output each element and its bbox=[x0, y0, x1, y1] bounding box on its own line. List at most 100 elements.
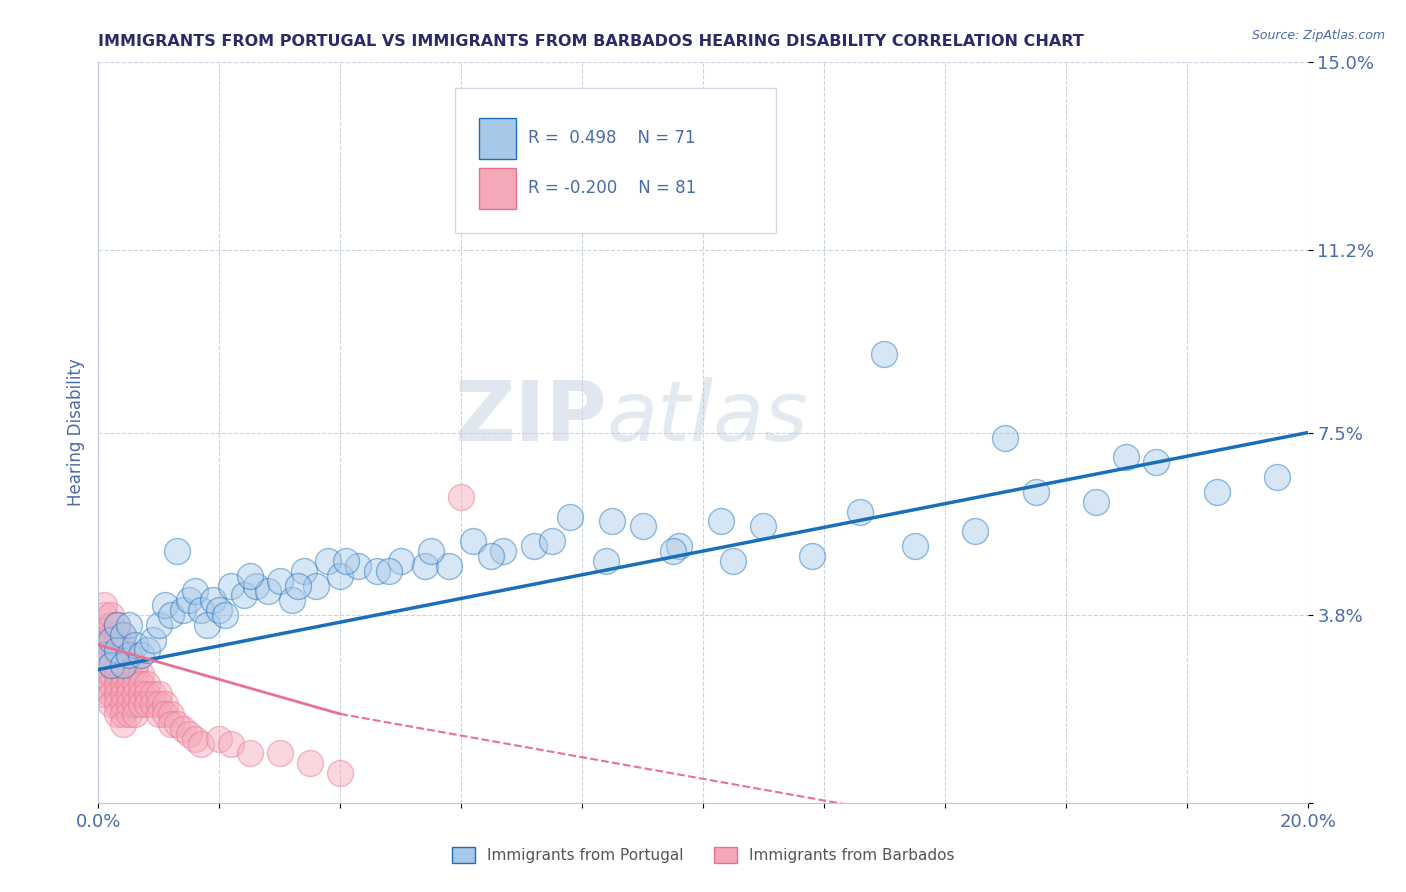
Point bbox=[100, 608, 122, 623]
Point bbox=[105, 618, 128, 632]
Point bbox=[148, 687, 170, 701]
Point bbox=[100, 667, 122, 681]
Point bbox=[1144, 455, 1167, 469]
Point bbox=[142, 687, 165, 701]
Point bbox=[105, 642, 128, 657]
Point bbox=[190, 603, 212, 617]
Point bbox=[256, 583, 278, 598]
Point bbox=[105, 697, 128, 711]
Point bbox=[93, 677, 115, 691]
Point bbox=[135, 687, 157, 701]
Point bbox=[1085, 494, 1108, 508]
Point bbox=[463, 534, 485, 549]
Point bbox=[111, 716, 134, 731]
Point bbox=[148, 697, 170, 711]
Point bbox=[172, 603, 194, 617]
Point bbox=[124, 657, 146, 672]
Point bbox=[710, 515, 733, 529]
Point bbox=[93, 648, 115, 662]
Point bbox=[100, 632, 122, 647]
Point bbox=[93, 599, 115, 613]
Point bbox=[281, 593, 304, 607]
Point bbox=[142, 632, 165, 647]
Point bbox=[994, 431, 1017, 445]
Point bbox=[214, 608, 236, 623]
Point bbox=[105, 667, 128, 681]
Point bbox=[195, 618, 218, 632]
Point bbox=[179, 593, 201, 607]
Point bbox=[105, 657, 128, 672]
Text: Source: ZipAtlas.com: Source: ZipAtlas.com bbox=[1251, 29, 1385, 42]
Point bbox=[849, 505, 872, 519]
Point bbox=[1206, 484, 1229, 499]
Point bbox=[100, 677, 122, 691]
Point bbox=[118, 648, 141, 662]
Point bbox=[305, 579, 328, 593]
Point bbox=[124, 638, 146, 652]
Point bbox=[129, 697, 152, 711]
Point bbox=[93, 687, 115, 701]
Point bbox=[437, 558, 460, 573]
Point bbox=[100, 657, 122, 672]
Point bbox=[93, 623, 115, 637]
Point bbox=[93, 657, 115, 672]
Point bbox=[93, 667, 115, 681]
Point bbox=[335, 554, 357, 568]
Point bbox=[124, 687, 146, 701]
Point bbox=[208, 731, 231, 746]
Point bbox=[450, 490, 472, 504]
Point bbox=[239, 568, 262, 582]
Point bbox=[93, 608, 115, 623]
Point bbox=[148, 706, 170, 721]
Point bbox=[481, 549, 503, 563]
Point bbox=[105, 706, 128, 721]
Point bbox=[118, 706, 141, 721]
Point bbox=[111, 628, 134, 642]
FancyBboxPatch shape bbox=[479, 118, 516, 159]
Point bbox=[111, 667, 134, 681]
Point bbox=[111, 628, 134, 642]
Point bbox=[269, 574, 291, 588]
Point bbox=[93, 648, 115, 662]
Point bbox=[105, 648, 128, 662]
Point bbox=[153, 599, 176, 613]
Point bbox=[105, 677, 128, 691]
Point bbox=[100, 687, 122, 701]
Point bbox=[135, 642, 157, 657]
Point bbox=[800, 549, 823, 563]
Point bbox=[148, 618, 170, 632]
Point bbox=[124, 706, 146, 721]
Point bbox=[558, 509, 581, 524]
Point bbox=[492, 544, 515, 558]
Point bbox=[420, 544, 443, 558]
Point bbox=[172, 722, 194, 736]
Point bbox=[723, 554, 745, 568]
Point bbox=[111, 638, 134, 652]
Point bbox=[347, 558, 370, 573]
Text: R =  0.498    N = 71: R = 0.498 N = 71 bbox=[527, 129, 695, 147]
Point bbox=[111, 648, 134, 662]
Point bbox=[111, 677, 134, 691]
Point bbox=[184, 583, 207, 598]
Point bbox=[221, 579, 243, 593]
Y-axis label: Hearing Disability: Hearing Disability bbox=[66, 359, 84, 507]
Point bbox=[100, 657, 122, 672]
Point bbox=[153, 706, 176, 721]
Point bbox=[668, 539, 690, 553]
Point bbox=[142, 697, 165, 711]
Text: ZIP: ZIP bbox=[454, 377, 606, 458]
Point bbox=[111, 657, 134, 672]
Point bbox=[245, 579, 267, 593]
Text: IMMIGRANTS FROM PORTUGAL VS IMMIGRANTS FROM BARBADOS HEARING DISABILITY CORRELAT: IMMIGRANTS FROM PORTUGAL VS IMMIGRANTS F… bbox=[98, 34, 1084, 49]
Point bbox=[595, 554, 617, 568]
Point bbox=[111, 706, 134, 721]
Point bbox=[316, 554, 339, 568]
Point bbox=[100, 648, 122, 662]
Point bbox=[118, 677, 141, 691]
Point bbox=[160, 608, 183, 623]
Point bbox=[366, 564, 388, 578]
Point bbox=[135, 697, 157, 711]
Point bbox=[129, 677, 152, 691]
Point bbox=[540, 534, 562, 549]
Point bbox=[118, 618, 141, 632]
